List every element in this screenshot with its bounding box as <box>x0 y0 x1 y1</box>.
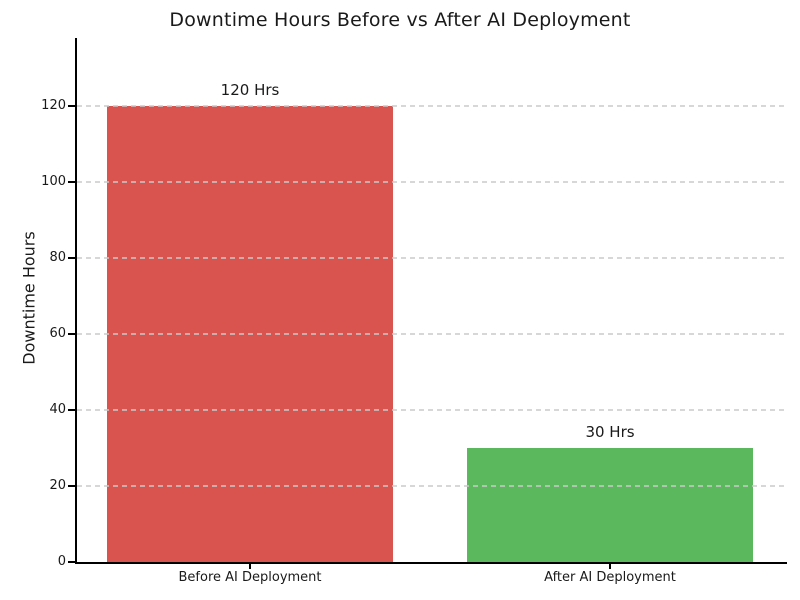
y-tick-mark-100 <box>68 181 75 184</box>
y-tick-label-80: 80 <box>49 250 66 266</box>
y-tick-mark-40 <box>68 409 75 412</box>
x-tick-mark-1 <box>249 564 251 569</box>
y-tick-label-40: 40 <box>49 402 66 418</box>
y-tick-label-0: 0 <box>57 554 66 569</box>
y-axis-spine <box>75 38 77 564</box>
x-tick-label-2: After AI Deployment <box>544 570 676 585</box>
y-axis-label: Downtime Hours <box>19 231 39 365</box>
bar-2 <box>467 448 753 562</box>
y-tick-mark-20 <box>68 485 75 488</box>
gridline-60 <box>77 333 787 336</box>
gridline-20 <box>77 485 787 488</box>
x-tick-mark-2 <box>609 564 611 569</box>
chart-title: Downtime Hours Before vs After AI Deploy… <box>169 9 631 31</box>
y-tick-label-100: 100 <box>41 174 66 190</box>
x-axis-spine <box>75 562 787 564</box>
y-tick-mark-60 <box>68 333 75 336</box>
y-tick-mark-80 <box>68 257 75 260</box>
y-tick-label-120: 120 <box>41 98 66 114</box>
gridline-100 <box>77 181 787 184</box>
bar-value-label-1: 120 Hrs <box>220 81 280 100</box>
y-tick-label-60: 60 <box>49 326 66 342</box>
gridline-80 <box>77 257 787 260</box>
y-tick-label-20: 20 <box>49 478 66 494</box>
gridline-120 <box>77 105 787 108</box>
bar-value-label-2: 30 Hrs <box>585 423 635 442</box>
gridline-40 <box>77 409 787 412</box>
x-tick-label-1: Before AI Deployment <box>178 570 322 585</box>
y-tick-mark-0 <box>68 561 75 563</box>
y-tick-mark-120 <box>68 105 75 108</box>
